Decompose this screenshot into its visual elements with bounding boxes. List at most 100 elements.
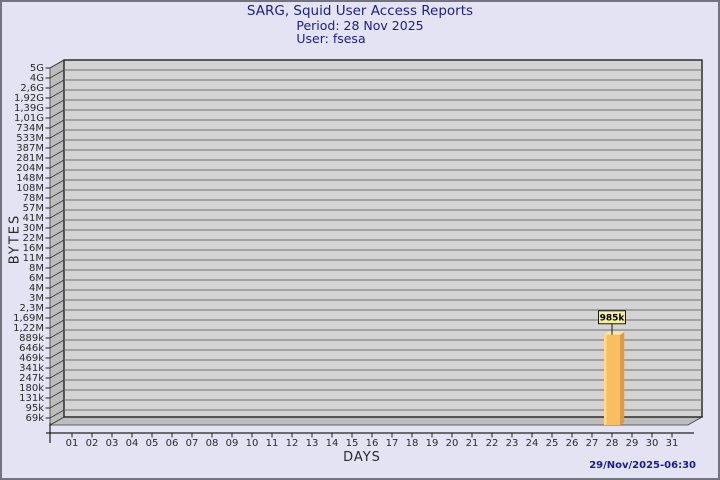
- x-tick-label: 10: [246, 438, 259, 449]
- y-grid-slant: [49, 369, 65, 379]
- y-tick-label: 95k: [25, 403, 44, 414]
- y-tick-label: 6M: [29, 273, 44, 284]
- y-tick-label: 8M: [29, 263, 44, 274]
- y-grid-slant: [49, 329, 65, 339]
- y-grid-slant: [49, 119, 65, 129]
- y-tick-label: 148M: [16, 173, 44, 184]
- y-grid-slant: [49, 259, 65, 269]
- x-tick-label: 05: [146, 438, 159, 449]
- y-tick-label: 646k: [19, 343, 44, 354]
- y-tick-label: 108M: [16, 183, 44, 194]
- y-tick-label: 180k: [19, 383, 44, 394]
- x-tick-label: 19: [426, 438, 439, 449]
- y-grid-slant: [49, 109, 65, 119]
- chart-wall: [49, 59, 65, 426]
- y-tick-label: 3M: [29, 293, 44, 304]
- x-tick-label: 09: [226, 438, 239, 449]
- y-grid-slant: [49, 239, 65, 249]
- y-tick-label: 387M: [16, 143, 44, 154]
- y-grid-slant: [49, 169, 65, 179]
- y-grid-slant: [49, 59, 65, 69]
- y-grid-slant: [49, 379, 65, 389]
- x-tick-label: 04: [126, 438, 139, 449]
- y-grid-slant: [49, 79, 65, 89]
- y-tick-label: 22M: [23, 233, 44, 244]
- y-tick-label: 469k: [19, 353, 44, 364]
- y-tick-label: 41M: [23, 213, 44, 224]
- y-grid-slant: [49, 359, 65, 369]
- x-tick-label: 07: [186, 438, 199, 449]
- y-tick-label: 1,39G: [14, 103, 44, 114]
- y-tick-label: 734M: [16, 123, 44, 134]
- y-tick-label: 16M: [23, 243, 44, 254]
- x-tick-label: 17: [386, 438, 399, 449]
- y-grid-slant: [49, 229, 65, 239]
- y-tick-label: 131k: [19, 393, 44, 404]
- x-tick-label: 30: [646, 438, 659, 449]
- y-grid-slant: [49, 299, 65, 309]
- y-grid-slant: [49, 149, 65, 159]
- y-grid-slant: [49, 349, 65, 359]
- y-grid-slant: [49, 339, 65, 349]
- chart-title-block: SARG, Squid User Access Reports Period: …: [2, 4, 718, 46]
- x-tick-label: 29: [626, 438, 639, 449]
- y-grid-slant: [49, 209, 65, 219]
- y-grid-slant: [49, 249, 65, 259]
- y-axis-title: BYTES: [7, 213, 23, 265]
- y-tick-label: 1,92G: [14, 93, 44, 104]
- y-grid-slant: [49, 219, 65, 229]
- bar-front-face: [604, 334, 620, 425]
- x-tick-label: 13: [306, 438, 319, 449]
- y-tick-label: 2,6G: [20, 83, 44, 94]
- y-tick-label: 4G: [30, 73, 44, 84]
- chart-subtitle-block: Period: 28 Nov 2025 User: fsesa: [296, 18, 423, 46]
- y-tick-label: 30M: [23, 223, 44, 234]
- y-tick-label: 533M: [16, 133, 44, 144]
- y-grid-slant: [49, 269, 65, 279]
- y-tick-label: 4M: [29, 283, 44, 294]
- bar-highlight: [604, 334, 607, 425]
- x-tick-label: 11: [266, 438, 279, 449]
- x-tick-label: 14: [326, 438, 339, 449]
- y-tick-label: 889k: [19, 333, 44, 344]
- y-grid-slant: [49, 89, 65, 99]
- x-tick-label: 06: [166, 438, 179, 449]
- y-grid-slant: [49, 399, 65, 409]
- x-tick-label: 28: [606, 438, 619, 449]
- bar-top-face: [603, 331, 625, 336]
- chart-user: User: fsesa: [296, 31, 366, 46]
- x-tick-label: 08: [206, 438, 219, 449]
- y-tick-label: 5G: [30, 63, 44, 74]
- x-tick-label: 22: [486, 438, 499, 449]
- y-grid-slant: [49, 199, 65, 209]
- y-tick-label: 78M: [23, 193, 44, 204]
- y-tick-label: 69k: [25, 413, 44, 424]
- x-tick-label: 02: [86, 438, 99, 449]
- x-tick-label: 16: [366, 438, 379, 449]
- y-grid-slant: [49, 99, 65, 109]
- x-tick-label: 01: [66, 438, 79, 449]
- y-tick-label: 1,01G: [14, 113, 44, 124]
- y-grid-slant: [49, 179, 65, 189]
- y-grid-slant: [49, 129, 65, 139]
- y-grid-slant: [49, 139, 65, 149]
- y-tick-label: 204M: [16, 163, 44, 174]
- x-tick-label: 26: [566, 438, 579, 449]
- x-tick-label: 21: [466, 438, 479, 449]
- annotation-label: 985k: [600, 313, 626, 323]
- y-tick-label: 11M: [23, 253, 44, 264]
- y-tick-label: 281M: [16, 153, 44, 164]
- x-tick-label: 20: [446, 438, 459, 449]
- y-tick-label: 341k: [19, 363, 44, 374]
- y-grid-slant: [49, 289, 65, 299]
- y-grid-slant: [49, 279, 65, 289]
- x-tick-label: 15: [346, 438, 359, 449]
- y-tick-label: 1,22M: [13, 323, 44, 334]
- y-grid-slant: [49, 409, 65, 419]
- bar-side-face: [619, 331, 625, 426]
- x-tick-label: 27: [586, 438, 599, 449]
- x-tick-label: 03: [106, 438, 119, 449]
- x-tick-label: 24: [526, 438, 539, 449]
